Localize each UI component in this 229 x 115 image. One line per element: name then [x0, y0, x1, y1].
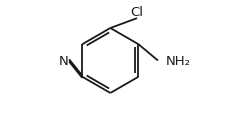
- Text: NH₂: NH₂: [165, 55, 190, 67]
- Text: N: N: [58, 55, 68, 67]
- Text: Cl: Cl: [130, 6, 143, 19]
